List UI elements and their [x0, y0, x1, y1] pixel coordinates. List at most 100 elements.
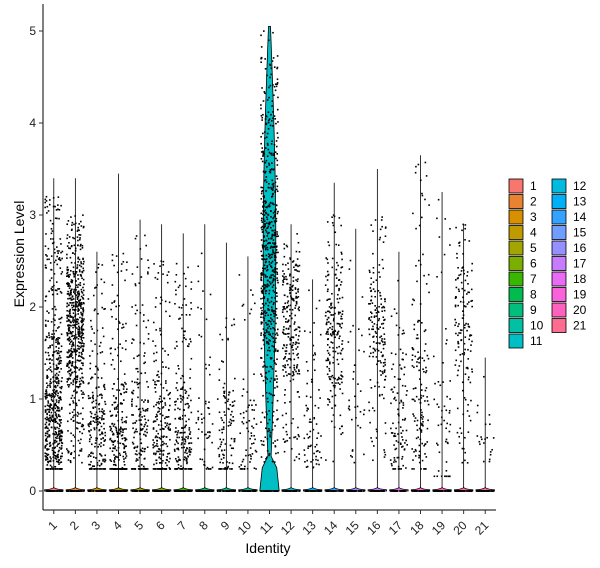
data-point	[436, 217, 438, 220]
data-point	[114, 348, 117, 351]
data-point	[78, 383, 81, 386]
data-point	[111, 440, 114, 443]
data-point	[455, 359, 458, 362]
data-point	[51, 416, 54, 418]
data-point	[260, 57, 262, 60]
violin-18	[410, 155, 431, 492]
data-point	[337, 378, 339, 381]
data-point	[81, 423, 84, 426]
data-point	[96, 395, 99, 397]
violin-group-16	[367, 169, 387, 492]
data-point	[238, 490, 241, 492]
data-point	[292, 374, 295, 376]
data-point	[269, 365, 272, 368]
data-point	[90, 452, 92, 455]
data-point	[286, 295, 289, 298]
data-point	[91, 401, 93, 404]
data-point	[88, 440, 91, 443]
data-point	[289, 490, 292, 492]
data-point	[304, 461, 306, 463]
data-point	[124, 348, 127, 351]
data-point	[78, 258, 81, 261]
data-point	[131, 273, 134, 275]
data-point	[327, 317, 330, 319]
data-point	[423, 490, 426, 492]
data-point	[116, 405, 119, 408]
data-point	[180, 401, 182, 403]
data-point	[79, 304, 81, 306]
data-point	[382, 305, 385, 308]
data-point	[115, 449, 118, 452]
data-point	[328, 376, 330, 378]
data-point	[98, 468, 100, 470]
data-point	[331, 328, 333, 331]
data-point	[59, 359, 61, 362]
data-point	[363, 409, 366, 411]
data-point	[98, 408, 100, 410]
data-point	[166, 422, 169, 425]
data-point	[198, 334, 200, 336]
data-point	[329, 362, 331, 365]
data-point	[155, 444, 157, 447]
data-point	[104, 434, 107, 437]
data-point	[392, 468, 394, 470]
data-point	[66, 380, 69, 383]
data-point	[174, 401, 176, 403]
data-point	[135, 458, 138, 460]
data-point	[75, 427, 78, 429]
data-point	[274, 118, 276, 120]
data-point	[275, 188, 278, 191]
data-point	[269, 434, 271, 436]
data-point	[68, 283, 71, 285]
data-point	[99, 422, 102, 424]
data-point	[285, 346, 288, 349]
data-point	[97, 376, 99, 379]
data-point	[77, 229, 79, 231]
data-point	[272, 183, 275, 185]
data-point	[310, 421, 312, 423]
data-point	[58, 423, 61, 426]
data-point	[397, 468, 400, 470]
data-point	[337, 490, 340, 492]
violin-group-7	[173, 233, 193, 492]
data-point	[51, 337, 54, 340]
data-point	[68, 366, 70, 369]
data-point	[163, 468, 166, 470]
data-point	[141, 428, 143, 431]
data-point	[169, 423, 172, 425]
data-point	[246, 467, 249, 470]
data-point	[51, 395, 54, 398]
data-point	[255, 404, 257, 406]
data-point	[372, 336, 374, 338]
data-point	[113, 300, 116, 302]
data-point	[67, 332, 69, 335]
data-point	[118, 452, 121, 455]
data-point	[287, 336, 290, 338]
data-point	[273, 327, 276, 330]
data-point	[69, 308, 72, 311]
data-point	[47, 435, 49, 438]
data-point	[264, 58, 266, 60]
data-point	[73, 336, 76, 339]
data-point	[263, 361, 266, 363]
data-point	[269, 339, 271, 342]
data-point	[89, 421, 91, 424]
data-point	[437, 406, 440, 408]
data-point	[205, 490, 207, 492]
data-point	[261, 87, 263, 89]
data-point	[53, 324, 56, 326]
data-point	[289, 401, 291, 403]
data-point	[182, 334, 185, 337]
data-point	[263, 284, 266, 286]
data-point	[337, 363, 340, 365]
data-point	[55, 281, 58, 283]
data-point	[162, 428, 164, 430]
data-point	[265, 247, 267, 249]
data-point	[305, 361, 308, 363]
data-point	[272, 168, 275, 171]
data-point	[74, 262, 76, 264]
data-point	[181, 427, 183, 429]
data-point	[45, 295, 47, 298]
data-point	[174, 443, 176, 446]
data-point	[368, 401, 370, 404]
